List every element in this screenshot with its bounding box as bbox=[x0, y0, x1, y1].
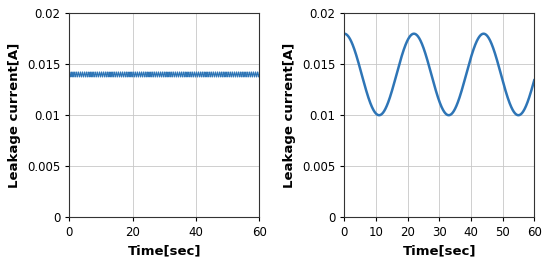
Y-axis label: Leakage current[A]: Leakage current[A] bbox=[283, 43, 296, 188]
X-axis label: Time[sec]: Time[sec] bbox=[128, 245, 201, 258]
X-axis label: Time[sec]: Time[sec] bbox=[403, 245, 476, 258]
Y-axis label: Leakage current[A]: Leakage current[A] bbox=[8, 43, 21, 188]
